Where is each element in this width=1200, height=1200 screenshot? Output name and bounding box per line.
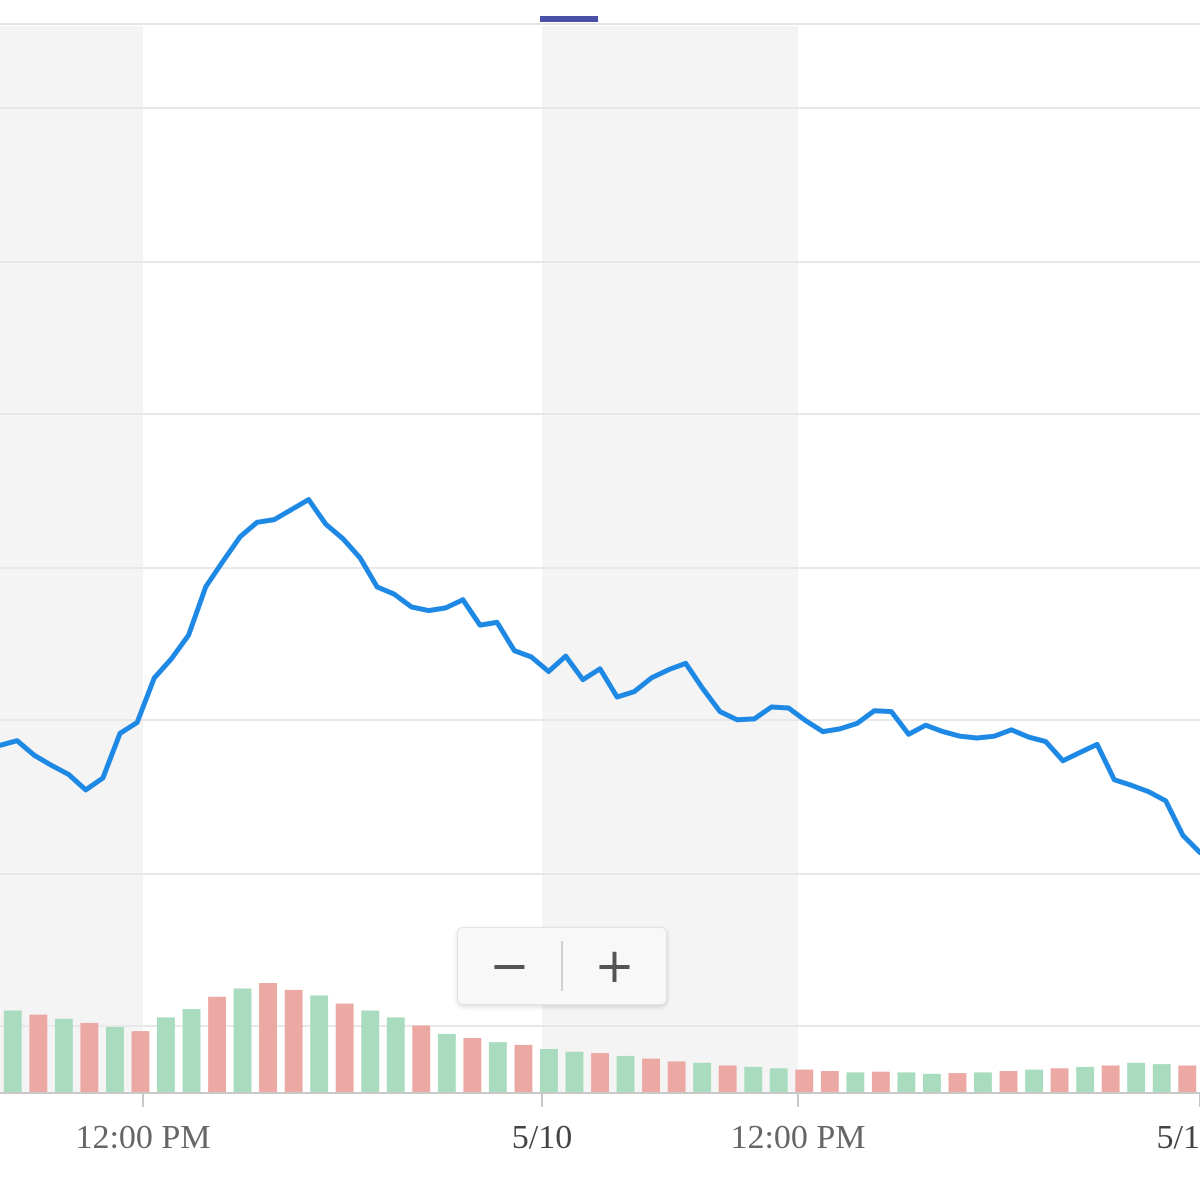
volume-bar	[1025, 1069, 1043, 1093]
volume-bar	[54, 1018, 73, 1094]
volume-bar	[157, 1017, 175, 1093]
volume-bar	[769, 1068, 788, 1094]
volume-bar	[233, 988, 252, 1093]
volume-bar	[999, 1071, 1018, 1093]
volume-bar	[259, 983, 277, 1093]
volume-bar	[514, 1044, 533, 1093]
volume-bars	[3, 983, 1197, 1094]
price-line-layer	[0, 497, 1200, 856]
top-border	[0, 23, 1200, 25]
volume-bar	[412, 1025, 431, 1093]
volume-bar	[131, 1031, 150, 1093]
volume-bar	[718, 1065, 737, 1093]
volume-bar	[208, 996, 226, 1094]
zoom-out-button[interactable]: −	[489, 938, 530, 994]
volume-bar	[310, 995, 329, 1093]
volume-bar	[80, 1022, 99, 1093]
volume-bar	[3, 1010, 22, 1093]
shading-band-1	[0, 26, 143, 1093]
volume-bar	[616, 1055, 635, 1093]
volume-bar	[1152, 1064, 1171, 1093]
volume-bar	[437, 1033, 456, 1093]
volume-bar	[693, 1062, 712, 1094]
volume-bar	[463, 1038, 482, 1093]
volume-bar	[923, 1073, 941, 1094]
x-axis-ticks: 12:00 PM 5/10 12:00 PM 5/1	[75, 1093, 1200, 1156]
volume-bar	[361, 1010, 380, 1093]
volume-bar	[1101, 1065, 1120, 1093]
x-tick-label: 12:00 PM	[730, 1119, 865, 1156]
x-tick-label: 12:00 PM	[75, 1119, 210, 1156]
volume-bar	[386, 1017, 405, 1093]
volume-bar	[1076, 1066, 1095, 1093]
x-tick-label: 5/10	[512, 1119, 572, 1156]
volume-bar	[106, 1027, 124, 1093]
volume-bar	[642, 1058, 660, 1093]
volume-bar	[897, 1072, 916, 1093]
volume-bar	[29, 1014, 48, 1093]
volume-bar	[540, 1049, 558, 1093]
volume-bar	[182, 1009, 201, 1093]
volume-bar	[565, 1051, 584, 1094]
volume-bar	[1127, 1062, 1146, 1094]
volume-bar	[974, 1072, 992, 1093]
volume-bar	[335, 1003, 354, 1093]
volume-bar	[871, 1071, 890, 1093]
non-session-shading	[0, 26, 798, 1093]
price-line	[0, 497, 1200, 856]
volume-bar	[1178, 1065, 1197, 1093]
x-tick-label: 5/1	[1157, 1119, 1200, 1156]
volume-bar	[846, 1072, 865, 1093]
shading-band-2	[542, 26, 798, 1093]
zoom-control: − +	[457, 927, 667, 1005]
volume-bar	[284, 989, 303, 1093]
volume-bar	[795, 1069, 814, 1093]
volume-bar	[948, 1073, 967, 1093]
volume-bar	[1050, 1068, 1069, 1094]
volume-bar	[820, 1071, 839, 1093]
zoom-divider	[561, 941, 563, 991]
volume-bar	[744, 1066, 763, 1093]
volume-bar	[488, 1042, 507, 1093]
volume-bar	[591, 1053, 609, 1093]
volume-bar	[667, 1061, 686, 1093]
zoom-in-button[interactable]: +	[594, 938, 635, 994]
range-indicator	[540, 16, 598, 22]
